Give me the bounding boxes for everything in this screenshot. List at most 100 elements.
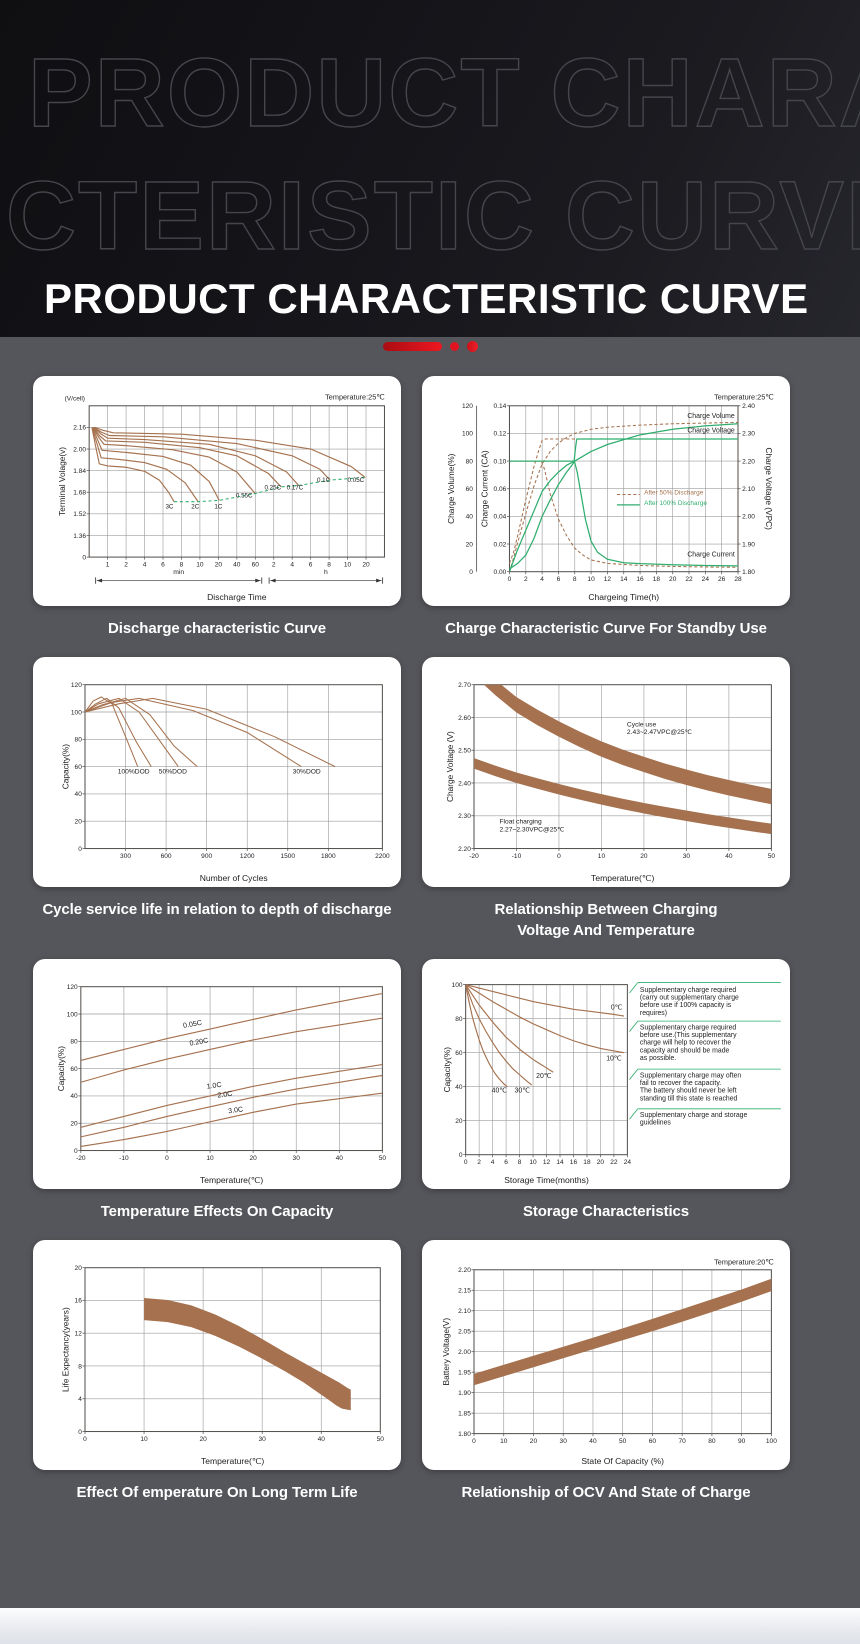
svg-text:1.36: 1.36: [73, 533, 86, 540]
svg-text:40℃: 40℃: [492, 1087, 508, 1094]
svg-text:Temperature(℃): Temperature(℃): [591, 873, 654, 883]
figure-caption: Relationship Between Charging Voltage An…: [494, 901, 718, 939]
svg-text:1C: 1C: [214, 503, 222, 510]
svg-text:0: 0: [165, 1155, 169, 1162]
chart-svg-ocv-state-of-charge: 0 10 20 30 40 50 60 70 80 90 100 1.80 1.85 1.90 1.95 2.…: [441, 1258, 777, 1466]
figure-caption: Effect Of emperature On Long Term Life: [76, 1484, 358, 1501]
figure-caption: Discharge characteristic Curve: [108, 620, 326, 637]
svg-text:0.1C: 0.1C: [317, 477, 331, 484]
svg-text:Supplementary charge and stora: Supplementary charge and storage guidelin…: [640, 1112, 748, 1127]
svg-text:2: 2: [124, 561, 128, 568]
svg-text:2.60: 2.60: [458, 715, 471, 722]
watermark-text-line2: CTERISTIC CURVE: [5, 161, 860, 270]
svg-text:300: 300: [120, 853, 131, 860]
svg-text:50%DOD: 50%DOD: [159, 769, 187, 776]
svg-text:Charge Voltage (VPC): Charge Voltage (VPC): [764, 448, 774, 531]
svg-text:0: 0: [459, 1152, 463, 1159]
svg-text:3.0C: 3.0C: [228, 1105, 244, 1115]
svg-text:0.05C: 0.05C: [182, 1018, 202, 1029]
svg-text:30℃: 30℃: [515, 1087, 531, 1094]
svg-text:1.80: 1.80: [742, 569, 755, 576]
svg-text:0: 0: [74, 1148, 78, 1155]
svg-text:0℃: 0℃: [611, 1004, 623, 1011]
svg-text:0.04: 0.04: [494, 514, 507, 521]
svg-text:100: 100: [452, 982, 463, 989]
svg-text:12: 12: [75, 1331, 83, 1338]
svg-text:2.00: 2.00: [73, 446, 86, 453]
svg-text:4: 4: [491, 1159, 495, 1166]
svg-text:20: 20: [466, 541, 474, 548]
svg-text:30: 30: [293, 1155, 301, 1162]
svg-text:40: 40: [589, 1438, 597, 1445]
figure-storage-characteristics: 0 2 4 6 8 10 12 14 16 18 20 22 24 0 20 40 60 80 100 Capacit…: [422, 958, 790, 1233]
svg-text:18: 18: [653, 576, 661, 583]
red-divider: [0, 341, 860, 352]
svg-text:-10: -10: [512, 853, 522, 860]
svg-text:60: 60: [455, 1050, 463, 1057]
svg-text:100: 100: [766, 1438, 777, 1445]
footer-strip: [0, 1608, 860, 1644]
svg-text:0: 0: [78, 1429, 82, 1436]
svg-text:Temperature(℃): Temperature(℃): [201, 1456, 264, 1466]
svg-text:10: 10: [196, 561, 204, 568]
svg-text:0: 0: [464, 1159, 468, 1166]
chart-card: 0 2 4 6 8 10 12 14 16 18 20 22 24 26 28 0.00 0.02 0.04 0.0…: [422, 376, 790, 606]
svg-text:6: 6: [309, 561, 313, 568]
svg-text:26: 26: [718, 576, 726, 583]
svg-text:Life Expectancy(years): Life Expectancy(years): [60, 1307, 70, 1392]
svg-text:10: 10: [140, 1436, 148, 1443]
svg-text:10: 10: [587, 576, 595, 583]
svg-text:20: 20: [215, 561, 223, 568]
svg-text:0.06: 0.06: [494, 486, 507, 493]
svg-text:0.00: 0.00: [494, 569, 507, 576]
svg-text:80: 80: [455, 1016, 463, 1023]
svg-text:8: 8: [180, 561, 184, 568]
svg-text:10: 10: [598, 853, 606, 860]
svg-text:6: 6: [161, 561, 165, 568]
svg-text:20: 20: [597, 1159, 605, 1166]
svg-text:80: 80: [75, 737, 83, 744]
chart-card: 1 2 4 6 8 10 20 40 60 2 4 6 8 10 20 0 1.36 1.52 1.68 1.84 2.…: [33, 376, 401, 606]
chart-svg-storage-characteristics: 0 2 4 6 8 10 12 14 16 18 20 22 24020406080100Capacit…: [442, 982, 781, 1185]
svg-text:50: 50: [619, 1438, 627, 1445]
svg-text:1: 1: [106, 561, 110, 568]
svg-text:120: 120: [71, 682, 82, 689]
chart-charging-voltage-temperature: -20 -10 0 10 20 30 40 50 2.20 2.30 2.40 2.50 2.60 2.7…: [426, 668, 786, 884]
svg-text:2.05: 2.05: [458, 1329, 471, 1336]
svg-text:10: 10: [500, 1438, 508, 1445]
svg-text:2.16: 2.16: [73, 425, 86, 432]
svg-text:8: 8: [518, 1159, 522, 1166]
svg-text:0: 0: [469, 569, 473, 576]
svg-text:1.90: 1.90: [742, 541, 755, 548]
svg-text:10℃: 10℃: [606, 1055, 622, 1062]
svg-text:0.17C: 0.17C: [287, 485, 304, 492]
svg-text:16: 16: [636, 576, 644, 583]
svg-text:60: 60: [70, 1066, 78, 1073]
chart-card: 0 10 20 30 40 50 0 4 8 12 16 20 Life Expectancy(year…: [33, 1240, 401, 1470]
figure-caption: Cycle service life in relation to depth …: [42, 901, 392, 919]
svg-text:70: 70: [679, 1438, 687, 1445]
figure-temperature-effects-capacity: -20 -10 0 10 20 30 40 50 0 20 40 60 80 100 120 Capacity…: [33, 958, 401, 1233]
chart-card: 0 10 20 30 40 50 60 70 80 90 100 1.80 1.85 1.90 1.95 2.…: [422, 1240, 790, 1470]
svg-text:80: 80: [466, 458, 474, 465]
svg-text:50: 50: [377, 1436, 385, 1443]
svg-text:900: 900: [201, 853, 212, 860]
svg-text:20: 20: [75, 1265, 83, 1272]
red-divider-dot-large: [466, 341, 478, 352]
svg-text:2.40: 2.40: [742, 403, 755, 410]
svg-text:40: 40: [455, 1084, 463, 1091]
figure-cycle-service-life: 300 600 900 1200 1500 1800 2200 0 20 40 60 80 100 120…: [33, 657, 401, 952]
chart-svg-temperature-effects-capacity: -20 -10 0 10 20 30 40 50 0 20 40 60 80 100 120 Capacity…: [56, 984, 386, 1185]
svg-text:4: 4: [540, 576, 544, 583]
svg-text:0: 0: [472, 1438, 476, 1445]
svg-text:60: 60: [75, 764, 83, 771]
svg-text:Capacity(%): Capacity(%): [60, 744, 70, 790]
svg-text:0: 0: [78, 846, 82, 853]
svg-text:40: 40: [70, 1093, 78, 1100]
svg-text:After 100% Discharge: After 100% Discharge: [644, 500, 707, 507]
svg-text:1200: 1200: [240, 853, 255, 860]
svg-text:20: 20: [75, 819, 83, 826]
svg-text:State Of Capacity (%): State Of Capacity (%): [581, 1456, 664, 1466]
svg-text:10: 10: [206, 1155, 214, 1162]
svg-text:2.30: 2.30: [458, 813, 471, 820]
